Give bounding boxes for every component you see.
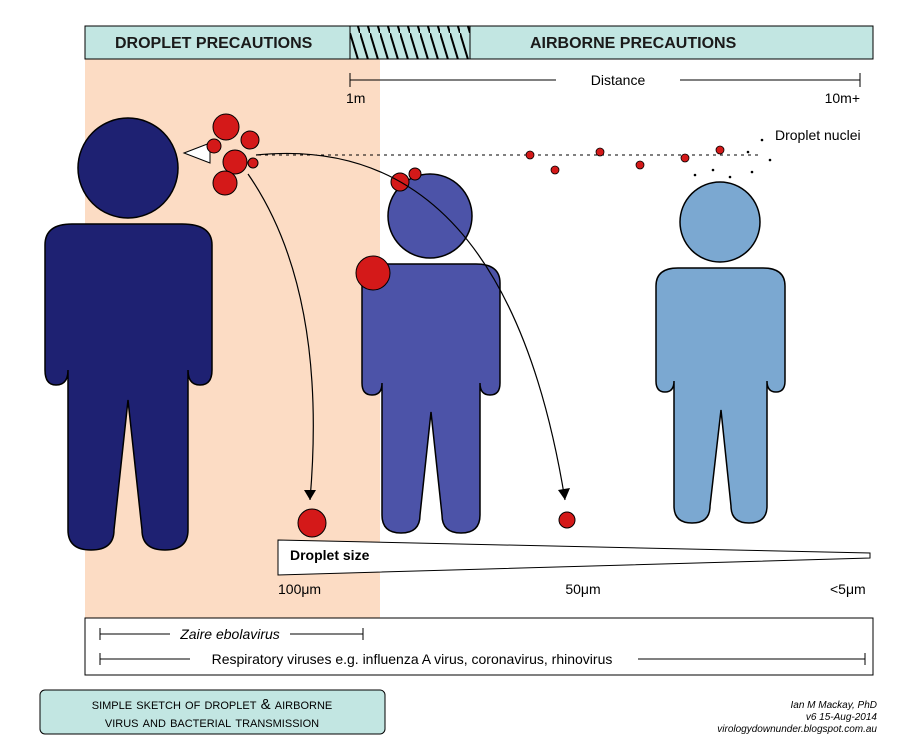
nuclei-label: Droplet nuclei xyxy=(775,127,861,143)
diagram-root: DROPLET PRECAUTIONS AIRBORNE PRECAUTIONS… xyxy=(0,0,900,751)
droplet-50um xyxy=(559,512,575,528)
hatched-zone xyxy=(350,26,470,59)
credit-line3: virologydownunder.blogspot.com.au xyxy=(717,724,877,735)
size-left: 100μm xyxy=(278,581,321,597)
credit-line2: v6 15-Aug-2014 xyxy=(806,712,878,723)
small-droplets xyxy=(526,146,724,174)
footer-title-box: simple sketch of droplet & airborne viru… xyxy=(40,690,385,734)
header-right-label: AIRBORNE PRECAUTIONS xyxy=(530,35,737,52)
nuclei-dots xyxy=(694,139,772,179)
size-mid: 50μm xyxy=(565,581,600,597)
droplet-size-label: Droplet size xyxy=(290,547,370,563)
person-medium xyxy=(362,174,500,533)
droplet-100um xyxy=(298,509,326,537)
distance-label: Distance xyxy=(591,72,646,88)
zaire-label: Zaire ebolavirus xyxy=(179,626,280,642)
respiratory-label: Respiratory viruses e.g. influenza A vir… xyxy=(212,651,613,667)
header-left-label: DROPLET PRECAUTIONS xyxy=(115,35,313,52)
range-box: Zaire ebolavirus Respiratory viruses e.g… xyxy=(85,618,873,675)
distance-scale: Distance 1m 10m+ xyxy=(346,72,860,106)
distance-right-tick: 10m+ xyxy=(825,90,860,106)
footer-line2: virus and bacterial transmission xyxy=(105,714,319,731)
arrowhead-2 xyxy=(558,488,570,500)
credit-line1: Ian M Mackay, PhD xyxy=(790,700,877,711)
credits: Ian M Mackay, PhD v6 15-Aug-2014 virolog… xyxy=(717,700,877,735)
size-right: <5μm xyxy=(830,581,866,597)
header-band: DROPLET PRECAUTIONS AIRBORNE PRECAUTIONS xyxy=(85,26,873,59)
footer-line1: simple sketch of droplet & airborne xyxy=(92,696,333,713)
person-small xyxy=(656,182,785,523)
distance-left-tick: 1m xyxy=(346,90,365,106)
